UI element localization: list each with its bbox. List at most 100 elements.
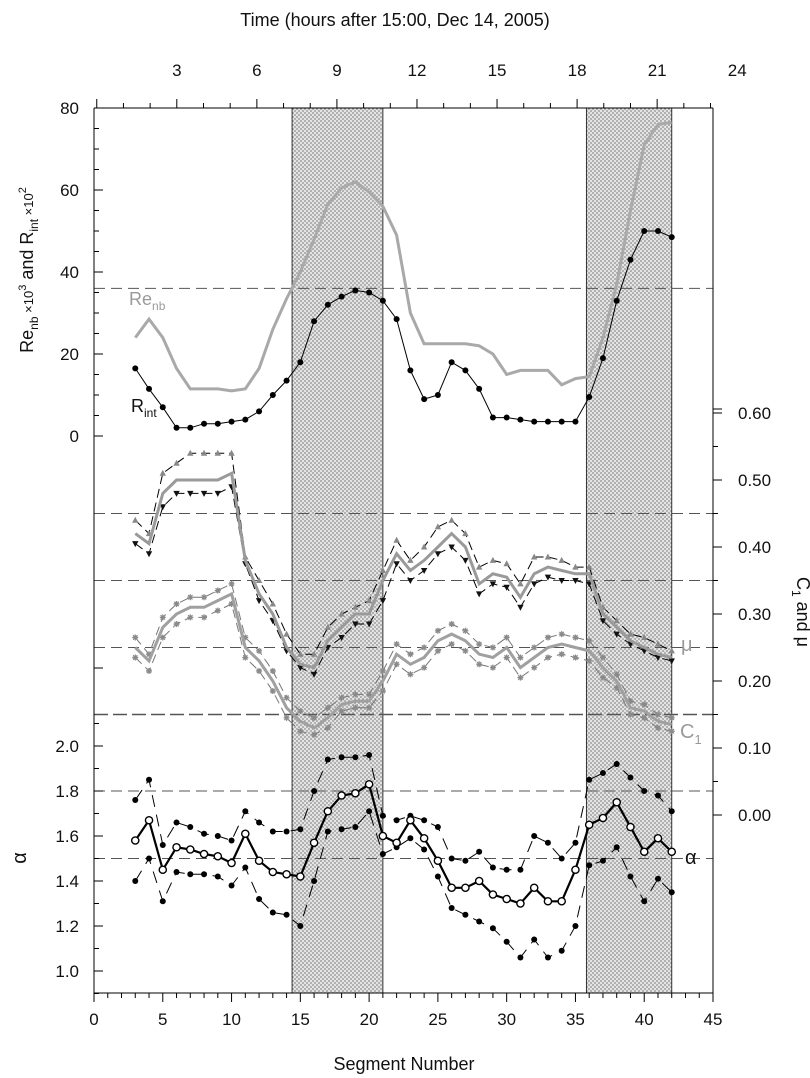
shaded-interval-0 xyxy=(291,107,384,994)
c1-upper-point xyxy=(586,637,593,644)
mu-lower-point xyxy=(132,541,139,548)
c1-lower-point xyxy=(421,664,428,671)
top-y-tick-label: 40 xyxy=(60,263,79,282)
mu-upper-point xyxy=(324,623,332,630)
alpha-point xyxy=(461,883,470,893)
alpha-upper-point xyxy=(654,792,661,799)
c1-lower-point xyxy=(668,728,675,735)
c1-label-sub: 1 xyxy=(694,732,701,747)
alpha-lower-point xyxy=(448,905,455,911)
c1-upper-point xyxy=(599,654,606,661)
mu-lower-point xyxy=(558,578,565,584)
alpha-lower-point xyxy=(338,826,345,833)
alpha-point xyxy=(185,845,195,854)
r-int-point xyxy=(572,418,579,425)
r-int-point xyxy=(187,424,194,431)
alpha-point xyxy=(158,865,168,875)
mid-y-tick-label: 0.60 xyxy=(738,404,771,423)
mu-lower-point xyxy=(668,658,675,665)
alpha-lower-point xyxy=(256,896,263,902)
c1-upper-point xyxy=(338,694,345,701)
alpha-upper-point xyxy=(379,812,386,819)
alpha-lower-point xyxy=(132,878,139,884)
c1-upper-point xyxy=(201,594,208,601)
top-tick-label: 3 xyxy=(172,61,181,80)
r-int-point xyxy=(173,424,180,431)
c1-lower-point xyxy=(572,654,579,661)
alpha-upper-point xyxy=(132,797,139,803)
r-int-point xyxy=(407,367,414,374)
alpha-point xyxy=(502,894,511,904)
mu-lower-point xyxy=(448,544,455,551)
alpha-point xyxy=(598,813,608,823)
alpha-lower-point xyxy=(407,835,414,842)
mu-upper-point xyxy=(407,556,414,563)
mu-lower-point xyxy=(475,591,483,598)
r-int-point xyxy=(297,359,304,366)
series-label-mu: μ xyxy=(681,634,693,656)
c1-lower-point xyxy=(517,674,524,681)
c1-upper-point xyxy=(366,691,373,698)
series-line-alpha xyxy=(134,782,673,905)
alpha-lower-point xyxy=(558,947,565,954)
alpha-point xyxy=(323,806,333,816)
top-tick-label: 18 xyxy=(568,61,587,80)
c1-label-main: C xyxy=(680,721,694,743)
alpha-upper-point xyxy=(214,833,221,839)
c1-lower-point xyxy=(558,651,565,658)
alpha-point xyxy=(241,829,250,839)
c1-lower-point xyxy=(132,654,139,661)
alpha-lower-point xyxy=(366,808,373,815)
c1-upper-point xyxy=(668,714,675,721)
bottom-y-tick-label: 1.8 xyxy=(55,782,79,801)
r-int-point xyxy=(311,318,318,325)
alpha-lower-point xyxy=(214,873,221,880)
top-tick-label: 15 xyxy=(488,61,507,80)
mu-upper-point xyxy=(613,617,620,624)
mu-upper-point xyxy=(283,630,290,637)
alpha-upper-point xyxy=(159,842,166,848)
c1-upper-point xyxy=(379,667,386,674)
alpha-lower-point xyxy=(269,909,276,916)
mu-lower-point xyxy=(489,581,497,588)
alpha-lower-point xyxy=(654,875,661,882)
alpha-lower-point xyxy=(283,911,290,918)
bottom-y-tick-label: 1.4 xyxy=(55,872,79,891)
x-tick-label: 0 xyxy=(89,1010,98,1029)
alpha-upper-point xyxy=(366,752,373,758)
shaded-interval-1 xyxy=(585,107,673,994)
r-int-point xyxy=(242,416,249,423)
alpha-point xyxy=(571,865,580,875)
alpha-upper-point xyxy=(242,808,249,815)
alpha-point xyxy=(584,820,594,830)
alpha-point xyxy=(378,831,388,841)
y-axis-title-top: Renb ×103 and Rint ×102 xyxy=(17,187,41,353)
c1-lower-point xyxy=(256,667,263,674)
mu-upper-point xyxy=(255,577,263,583)
series-label-re-nb: Renb xyxy=(129,289,166,313)
alpha-point xyxy=(639,847,649,857)
alpha-point xyxy=(227,858,236,868)
alpha-upper-point xyxy=(627,774,634,781)
alpha-lower-point xyxy=(173,869,180,875)
c1-upper-point xyxy=(407,651,414,658)
alpha-point xyxy=(172,842,181,852)
c1-upper-point xyxy=(489,644,496,651)
alpha-upper-point xyxy=(572,839,579,846)
alpha-upper-point xyxy=(531,833,538,839)
mu-upper-point xyxy=(503,560,510,567)
mu-lower-bound-line xyxy=(135,485,672,675)
mu-upper-point xyxy=(641,633,648,640)
alpha-lower-point xyxy=(159,898,166,905)
alpha-upper-point xyxy=(462,857,469,864)
x-tick-label: 40 xyxy=(635,1010,654,1029)
alpha-lower-point xyxy=(572,923,579,929)
c1-lower-point xyxy=(214,607,221,614)
mu-lower-point xyxy=(572,578,579,584)
c1-lower-point xyxy=(173,621,180,628)
alpha-upper-point xyxy=(476,848,483,855)
r-int-point xyxy=(613,297,620,304)
series-label-r-int: Rint xyxy=(131,396,157,420)
bottom-y-tick-label: 2.0 xyxy=(55,737,79,756)
